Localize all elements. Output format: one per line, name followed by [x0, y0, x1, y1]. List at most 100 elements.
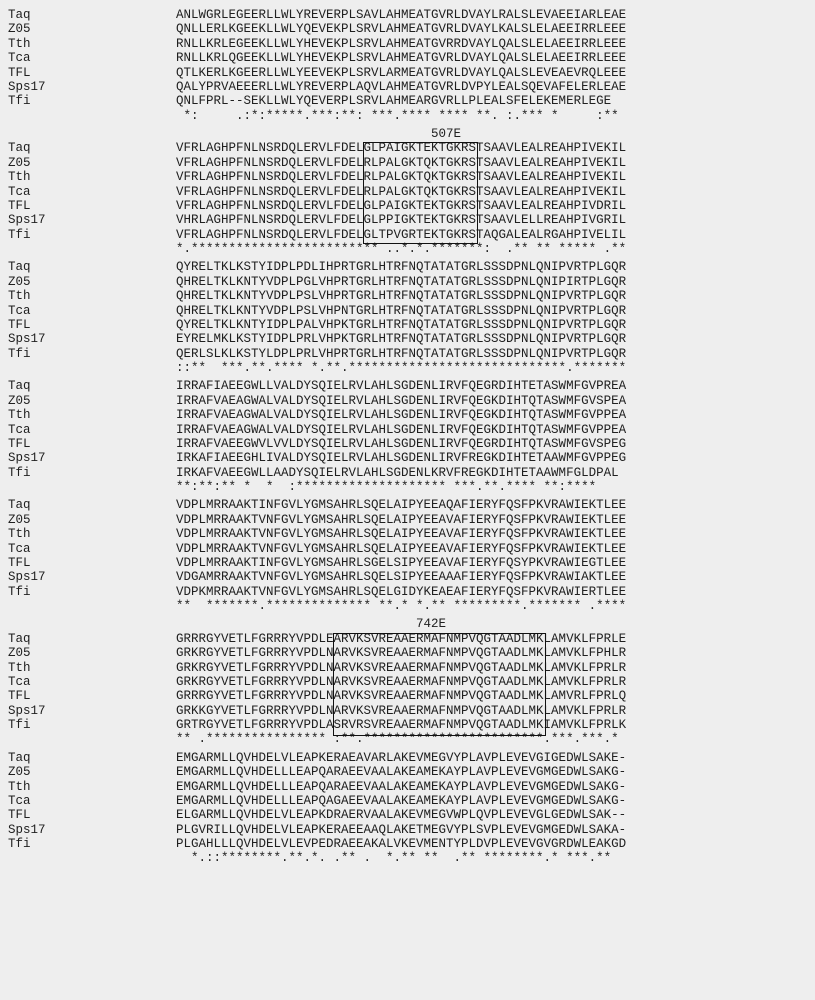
sequence-text: RNLLKRLEGEEKLLWLYHEVEKPLSRVLAHMEATGVRRDV…	[176, 37, 626, 51]
alignment-block: TaqANLWGRLEGEERLLWLYREVERPLSAVLAHMEATGVR…	[8, 8, 807, 123]
label-cell	[8, 617, 176, 631]
sequence-row: TFLQYRELTKLKNTYIDPLPALVHPKTGRLHTRFNQTATA…	[8, 318, 807, 332]
sequence-row: Sps17GRKKGYVETLFGRRRYVPDLNARVKSVREAAERMA…	[8, 704, 807, 718]
sequence-label: Taq	[8, 379, 176, 393]
alignment-block: TaqQYRELTKLKSTYIDPLPDLIHPRTGRLHTRFNQTATA…	[8, 260, 807, 375]
sequence-text: PLGVRILLQVHDELVLEAPKERAEEAAQLAKETMEGVYPL…	[176, 823, 626, 837]
sequence-text: IRRAFVAEEGWVLVVLDYSQIELRVLAHLSGDENLIRVFQ…	[176, 437, 626, 451]
sequence-text: ANLWGRLEGEERLLWLYREVERPLSAVLAHMEATGVRLDV…	[176, 8, 626, 22]
conservation-row: ** *******.************** **.* *.** ****…	[8, 599, 807, 613]
sequence-label: Tca	[8, 423, 176, 437]
sequence-label: Taq	[8, 260, 176, 274]
label-cell	[8, 480, 176, 494]
sequence-label: Sps17	[8, 332, 176, 346]
sequence-label: Taq	[8, 8, 176, 22]
sequence-text: VHRLAGHPFNLNSRDQLERVLFDELGLPPIGKTEKTGKRS…	[176, 213, 626, 227]
sequence-text: VFRLAGHPFNLNSRDQLERVLFDELGLTPVGRTEKTGKRS…	[176, 228, 626, 242]
sequence-row: Z05QNLLERLKGEEKLLWLYQEVEKPLSRVLAHMEATGVR…	[8, 22, 807, 36]
label-cell	[8, 732, 176, 746]
sequence-label: Tfi	[8, 228, 176, 242]
sequence-text: GRKKGYVETLFGRRRYVPDLNARVKSVREAAERMAFNMPV…	[176, 704, 626, 718]
sequence-row: TFLVDPLMRRAAKTINFGVLYGMSAHRLSGELSIPYEEAV…	[8, 556, 807, 570]
label-cell	[8, 599, 176, 613]
sequence-text: ELGARMLLQVHDELVLEAPKDRAERVAALAKEVMEGVWPL…	[176, 808, 626, 822]
sequence-label: Sps17	[8, 80, 176, 94]
sequence-row: TaqVDPLMRRAAKTINFGVLYGMSAHRLSQELAIPYEEAQ…	[8, 498, 807, 512]
sequence-row: TthGRKRGYVETLFGRRRYVPDLNARVKSVREAAERMAFN…	[8, 661, 807, 675]
sequence-label: Tfi	[8, 585, 176, 599]
sequence-text: GRRRGYVETLFGRRRYVPDLNARVKSVREAAERMAFNMPV…	[176, 689, 626, 703]
sequence-text: VDPKMRRAAKTVNFGVLYGMSAHRLSQELGIDYKEAEAFI…	[176, 585, 626, 599]
sequence-label: Tth	[8, 170, 176, 184]
sequence-text: QHRELTKLKNTYVDPLPSLVHPNTGRLHTRFNQTATATGR…	[176, 304, 626, 318]
label-cell	[8, 109, 176, 123]
conservation-row: *: .:*:*****.***:**: ***.**** **** **. :…	[8, 109, 807, 123]
sequence-text: IRKAFVAEEGWLLAADYSQIELRVLAHLSGDENLKRVFRE…	[176, 466, 626, 480]
sequence-row: TFLIRRAFVAEEGWVLVVLDYSQIELRVLAHLSGDENLIR…	[8, 437, 807, 451]
sequence-label: Z05	[8, 765, 176, 779]
sequence-text: QALYPRVAEEERLLWLYREVERPLAQVLAHMEATGVRLDV…	[176, 80, 626, 94]
conservation-text: ** *******.************** **.* *.** ****…	[176, 599, 626, 613]
sequence-row: Sps17IRKAFIAEEGHLIVALDYSQIELRVLAHLSGDENL…	[8, 451, 807, 465]
conservation-text: *.************************* ..*.*.******…	[176, 242, 626, 256]
label-cell	[8, 242, 176, 256]
sequence-label: Tfi	[8, 718, 176, 732]
sequence-text: IRRAFIAEEGWLLVALDYSQIELRVLAHLSGDENLIRVFQ…	[176, 379, 626, 393]
sequence-row: Sps17QALYPRVAEEERLLWLYREVERPLAQVLAHMEATG…	[8, 80, 807, 94]
sequence-label: Tth	[8, 37, 176, 51]
sequence-row: TFLGRRRGYVETLFGRRRYVPDLNARVKSVREAAERMAFN…	[8, 689, 807, 703]
alignment-block: 742ETaqGRRRGYVETLFGRRRYVPDLEARVKSVREAAER…	[8, 617, 807, 746]
sequence-text: VFRLAGHPFNLNSRDQLERVLFDELRLPALGKTQKTGKRS…	[176, 170, 626, 184]
sequence-text: QHRELTKLKNTYVDPLPSLVHPRTGRLHTRFNQTATATGR…	[176, 289, 626, 303]
sequence-row: TaqGRRRGYVETLFGRRRYVPDLEARVKSVREAAERMAFN…	[8, 632, 807, 646]
label-cell	[8, 851, 176, 865]
sequence-text: GRRRGYVETLFGRRRYVPDLEARVKSVREAAERMAFNMPV…	[176, 632, 626, 646]
sequence-row: Z05IRRAFVAEAGWALVALDYSQIELRVLAHLSGDENLIR…	[8, 394, 807, 408]
sequence-label: TFL	[8, 199, 176, 213]
alignment-block: TaqEMGARMLLQVHDELVLEAPKERAEAVARLAKEVMEGV…	[8, 751, 807, 866]
sequence-text: VFRLAGHPFNLNSRDQLERVLFDELGLPAIGKTEKTGKRS…	[176, 141, 626, 155]
sequence-text: IRRAFVAEAGWALVALDYSQIELRVLAHLSGDENLIRVFQ…	[176, 394, 626, 408]
sequence-row: TfiQNLFPRL--SEKLLWLYQEVERPLSRVLAHMEARGVR…	[8, 94, 807, 108]
sequence-text: EYRELMKLKSTYIDPLPRLVHPKTGRLHTRFNQTATATGR…	[176, 332, 626, 346]
conservation-row: *.::********.**.*. .** . *.** ** .** ***…	[8, 851, 807, 865]
sequence-text: QTLKERLKGEERLLWLYEEVEKPLSRVLARMEATGVRLDV…	[176, 66, 626, 80]
sequence-text: VDPLMRRAAKTVNFGVLYGMSAHRLSQELAIPYEEAVAFI…	[176, 542, 626, 556]
sequence-label: Tca	[8, 542, 176, 556]
sequence-label: TFL	[8, 66, 176, 80]
sequence-row: Z05VFRLAGHPFNLNSRDQLERVLFDELRLPALGKTQKTG…	[8, 156, 807, 170]
sequence-label: Tth	[8, 289, 176, 303]
sequence-row: TfiGRTRGYVETLFGRRRYVPDLASRVRSVREAAERMAFN…	[8, 718, 807, 732]
sequence-text: VDPLMRRAAKTVNFGVLYGMSAHRLSQELAIPYEEAVAFI…	[176, 513, 626, 527]
sequence-text: VDPLMRRAAKTINFGVLYGMSAHRLSQELAIPYEEAQAFI…	[176, 498, 626, 512]
sequence-row: TfiIRKAFVAEEGWLLAADYSQIELRVLAHLSGDENLKRV…	[8, 466, 807, 480]
sequence-text: VFRLAGHPFNLNSRDQLERVLFDELRLPALGKTQKTGKRS…	[176, 185, 626, 199]
sequence-label: Z05	[8, 22, 176, 36]
sequence-row: TthEMGARMLLQVHDELLLEAPQARAEEVAALAKEAMEKA…	[8, 780, 807, 794]
sequence-label: Tth	[8, 661, 176, 675]
conservation-row: **:**:** * * :******************** ***.*…	[8, 480, 807, 494]
sequence-row: TcaQHRELTKLKNTYVDPLPSLVHPNTGRLHTRFNQTATA…	[8, 304, 807, 318]
sequence-label: TFL	[8, 689, 176, 703]
annotation-text: 507E	[176, 127, 461, 141]
sequence-text: RNLLKRLQGEEKLLWLYHEVEKPLSRVLAHMEATGVRLDV…	[176, 51, 626, 65]
sequence-row: TcaRNLLKRLQGEEKLLWLYHEVEKPLSRVLAHMEATGVR…	[8, 51, 807, 65]
sequence-row: TcaIRRAFVAEAGWALVALDYSQIELRVLAHLSGDENLIR…	[8, 423, 807, 437]
sequence-row: TFLVFRLAGHPFNLNSRDQLERVLFDELGLPAIGKTEKTG…	[8, 199, 807, 213]
sequence-text: IRKAFIAEEGHLIVALDYSQIELRVLAHLSGDENLIRVFR…	[176, 451, 626, 465]
sequence-label: Taq	[8, 498, 176, 512]
conservation-text: **:**:** * * :******************** ***.*…	[176, 480, 626, 494]
sequence-row: TthVFRLAGHPFNLNSRDQLERVLFDELRLPALGKTQKTG…	[8, 170, 807, 184]
sequence-label: Sps17	[8, 451, 176, 465]
sequence-text: EMGARMLLQVHDELLLEAPQARAEEVAALAKEAMEKAYPL…	[176, 765, 626, 779]
sequence-label: Tfi	[8, 94, 176, 108]
sequence-row: Z05GRKRGYVETLFGRRRYVPDLNARVKSVREAAERMAFN…	[8, 646, 807, 660]
sequence-text: IRRAFVAEAGWALVALDYSQIELRVLAHLSGDENLIRVFQ…	[176, 408, 626, 422]
sequence-text: VDPLMRRAAKTINFGVLYGMSAHRLSGELSIPYEEAVAFI…	[176, 556, 626, 570]
sequence-label: Taq	[8, 632, 176, 646]
sequence-row: TaqANLWGRLEGEERLLWLYREVERPLSAVLAHMEATGVR…	[8, 8, 807, 22]
sequence-label: TFL	[8, 556, 176, 570]
sequence-row: TfiVFRLAGHPFNLNSRDQLERVLFDELGLTPVGRTEKTG…	[8, 228, 807, 242]
sequence-text: VFRLAGHPFNLNSRDQLERVLFDELRLPALGKTQKTGKRS…	[176, 156, 626, 170]
sequence-label: Tth	[8, 780, 176, 794]
